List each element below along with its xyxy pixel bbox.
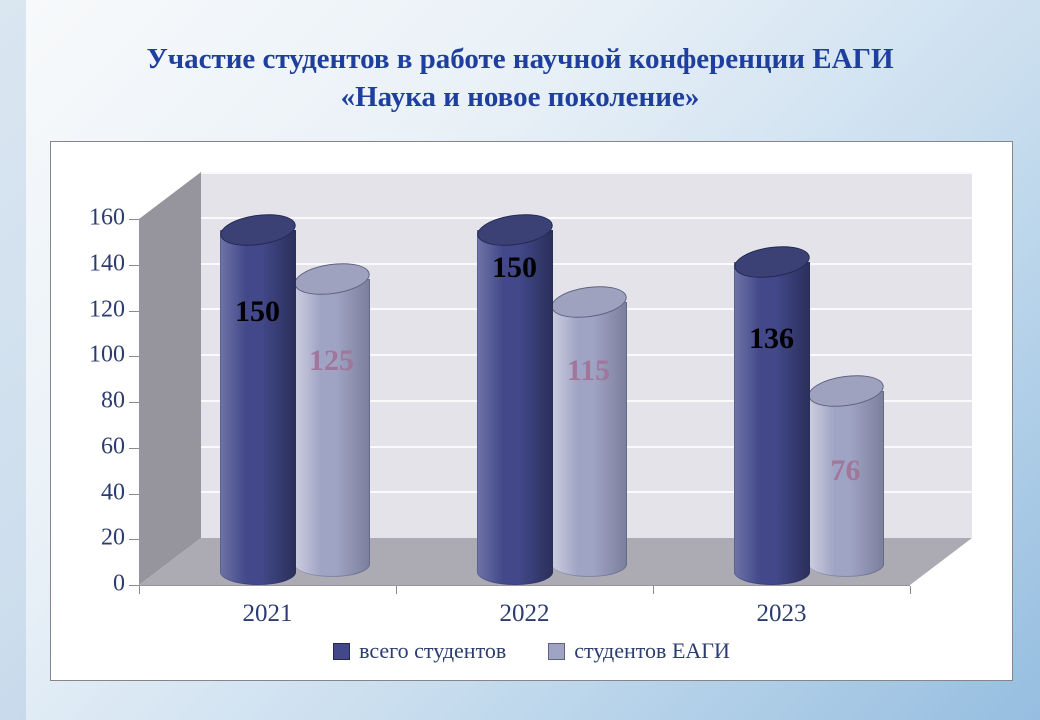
y-axis-label: 120 [89,295,125,322]
cylinder-body [476,229,553,585]
title-line-2: «Наука и новое поколение» [340,81,700,114]
y-axis-label: 0 [113,570,125,597]
legend-swatch [333,642,351,660]
cylinder-body [550,301,627,577]
cylinder-bar-eagi-2021: 125 [291,258,372,577]
legend-label: студентов ЕАГИ [574,638,730,663]
gridline [201,172,972,174]
y-axis-label: 60 [101,433,125,460]
x-category-label: 2022 [499,600,550,627]
cylinder-bar-eagi-2023: 76 [805,370,886,577]
legend-item: студентов ЕАГИ [548,638,730,664]
x-axis-tick [396,586,397,594]
y-axis-tick [129,310,139,312]
value-label: 125 [309,344,354,378]
value-label: 115 [566,353,611,387]
cylinder-body [219,229,296,585]
y-axis-tick [129,539,139,541]
value-label: 150 [492,250,537,284]
y-axis-label: 160 [89,204,125,231]
slide-title: Участие студентов в работе научной конфе… [0,40,1040,117]
y-axis-label: 100 [89,341,125,368]
legend-swatch [548,642,566,660]
cylinder-body [293,279,370,577]
y-axis-tick [129,219,139,220]
title-line-1: Участие студентов в работе научной конфе… [146,43,894,75]
y-axis-tick [129,585,139,586]
value-label: 76 [830,454,861,488]
chart-legend: всего студентов студентов ЕАГИ [51,638,1012,664]
x-category-label: 2021 [242,600,293,627]
y-axis-label: 80 [101,387,125,414]
y-axis-tick [129,402,139,403]
cylinder-bar-total-2021: 150 [217,209,298,585]
legend-item: всего студентов [333,638,506,664]
y-axis-tick [129,264,139,266]
cylinder-bar-total-2022: 150 [474,209,555,585]
background-left-strip [0,0,26,720]
x-axis-tick [653,586,654,594]
cylinder-bar-eagi-2022: 115 [548,281,629,577]
y-axis-label: 20 [101,524,125,551]
y-axis-label: 40 [101,478,125,505]
gridline [201,262,972,265]
x-category-label: 2023 [756,600,807,627]
cylinder-bar-total-2023: 136 [731,241,812,585]
legend-label: всего студентов [359,638,507,663]
value-label: 136 [749,321,794,355]
y-axis-label: 140 [89,250,125,277]
y-axis-tick [129,447,139,449]
x-axis-tick [139,586,140,594]
chart-side-wall [139,172,201,585]
gridline [201,216,972,219]
y-axis-tick [129,356,139,358]
x-axis-tick [910,586,911,594]
chart-area: 0 20 40 60 80 100 120 140 160 2021 2022 2023 125 150… [50,141,1013,681]
value-label: 150 [235,294,280,328]
cylinder-body [807,391,884,577]
cylinder-body [733,261,810,585]
y-axis-tick [129,493,139,495]
